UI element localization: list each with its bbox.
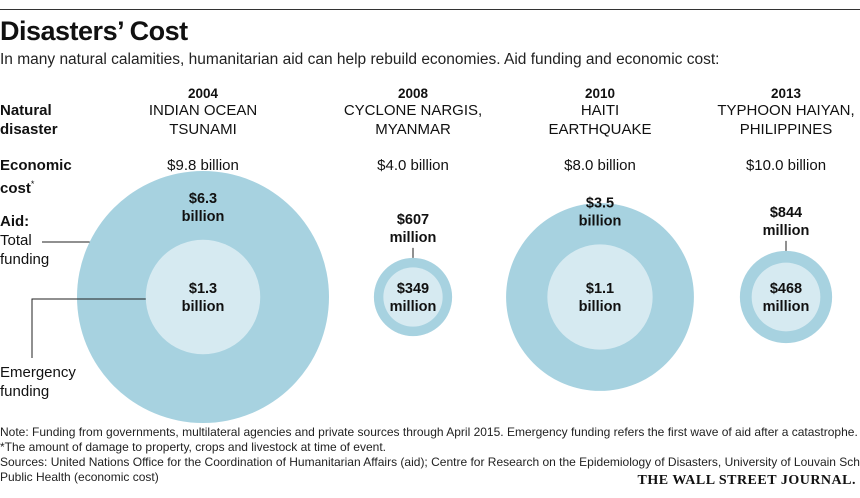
disaster-name: HAITI EARTHQUAKE	[548, 102, 652, 138]
total-unit-label: billion	[182, 209, 225, 225]
total-value-label: $6.3	[189, 191, 217, 207]
emergency-funding-bubble	[547, 244, 653, 350]
total-unit-label: million	[390, 230, 437, 246]
total-value-label: $844	[770, 205, 802, 221]
economic-cost-value: $4.0 billion	[377, 157, 449, 174]
total-unit-label: million	[763, 223, 810, 239]
bubble-layer	[77, 171, 833, 423]
year-label: 2004	[187, 86, 219, 101]
legend-label-emergency-funding: Emergency funding	[0, 364, 76, 400]
footnotes: Note: Funding from governments, multilat…	[0, 425, 860, 485]
emergency-value-label: $349	[397, 281, 429, 297]
year-label: 2013	[770, 86, 802, 101]
emergency-unit-label: million	[390, 299, 437, 315]
publisher-credit: THE WALL STREET JOURNAL.	[637, 473, 856, 488]
row-label-economic-cost: Economic cost*	[0, 157, 72, 197]
chart-subtitle: In many natural calamities, humanitarian…	[0, 51, 720, 68]
economic-cost-value: $10.0 billion	[745, 157, 827, 174]
emergency-funding-bubble	[145, 239, 261, 355]
emergency-funding-leader	[31, 298, 146, 358]
disaster-name: CYCLONE NARGIS, MYANMAR	[343, 102, 483, 138]
emergency-funding-bubble	[751, 262, 821, 332]
emergency-unit-label: million	[763, 299, 810, 315]
emergency-unit-label: billion	[579, 299, 622, 315]
economic-cost-value: $9.8 billion	[167, 157, 239, 174]
label-layer: $1.3 billion $6.3 billion $349 million $607 mil…	[182, 191, 810, 315]
emergency-value-label: $468	[770, 281, 802, 297]
economic-cost-value: $8.0 billion	[564, 157, 636, 174]
row-label-aid: Aid:	[0, 213, 30, 230]
top-rule	[0, 9, 860, 10]
row-label-natural-disaster: Natural disaster	[0, 102, 58, 138]
emergency-value-label: $1.3	[189, 281, 217, 297]
year-label: 2010	[584, 86, 616, 101]
sources-text: Sources: United Nations Office for the C…	[0, 455, 860, 469]
legend-label-total-funding: Total funding	[0, 232, 50, 268]
bubble-chart: $1.3 billion $6.3 billion $349 million $607 mil…	[31, 171, 833, 423]
year-label: 2008	[397, 86, 429, 101]
sources-text-cont: Public Health (economic cost)	[0, 470, 159, 484]
total-value-label: $3.5	[586, 195, 614, 211]
leader-line-layer	[31, 240, 787, 358]
disaster-name: INDIAN OCEAN TSUNAMI	[148, 102, 258, 138]
note-text: Note: Funding from governments, multilat…	[0, 425, 858, 439]
emergency-funding-bubble	[383, 267, 443, 327]
total-value-label: $607	[397, 212, 429, 228]
emergency-unit-label: billion	[182, 299, 225, 315]
asterisk-note: *The amount of damage to property, crops…	[0, 440, 386, 454]
chart-title: Disasters’ Cost	[0, 16, 188, 46]
total-unit-label: billion	[579, 213, 622, 229]
disaster-name: TYPHOON HAIYAN, PHILIPPINES	[717, 102, 855, 138]
emergency-value-label: $1.1	[586, 281, 614, 297]
